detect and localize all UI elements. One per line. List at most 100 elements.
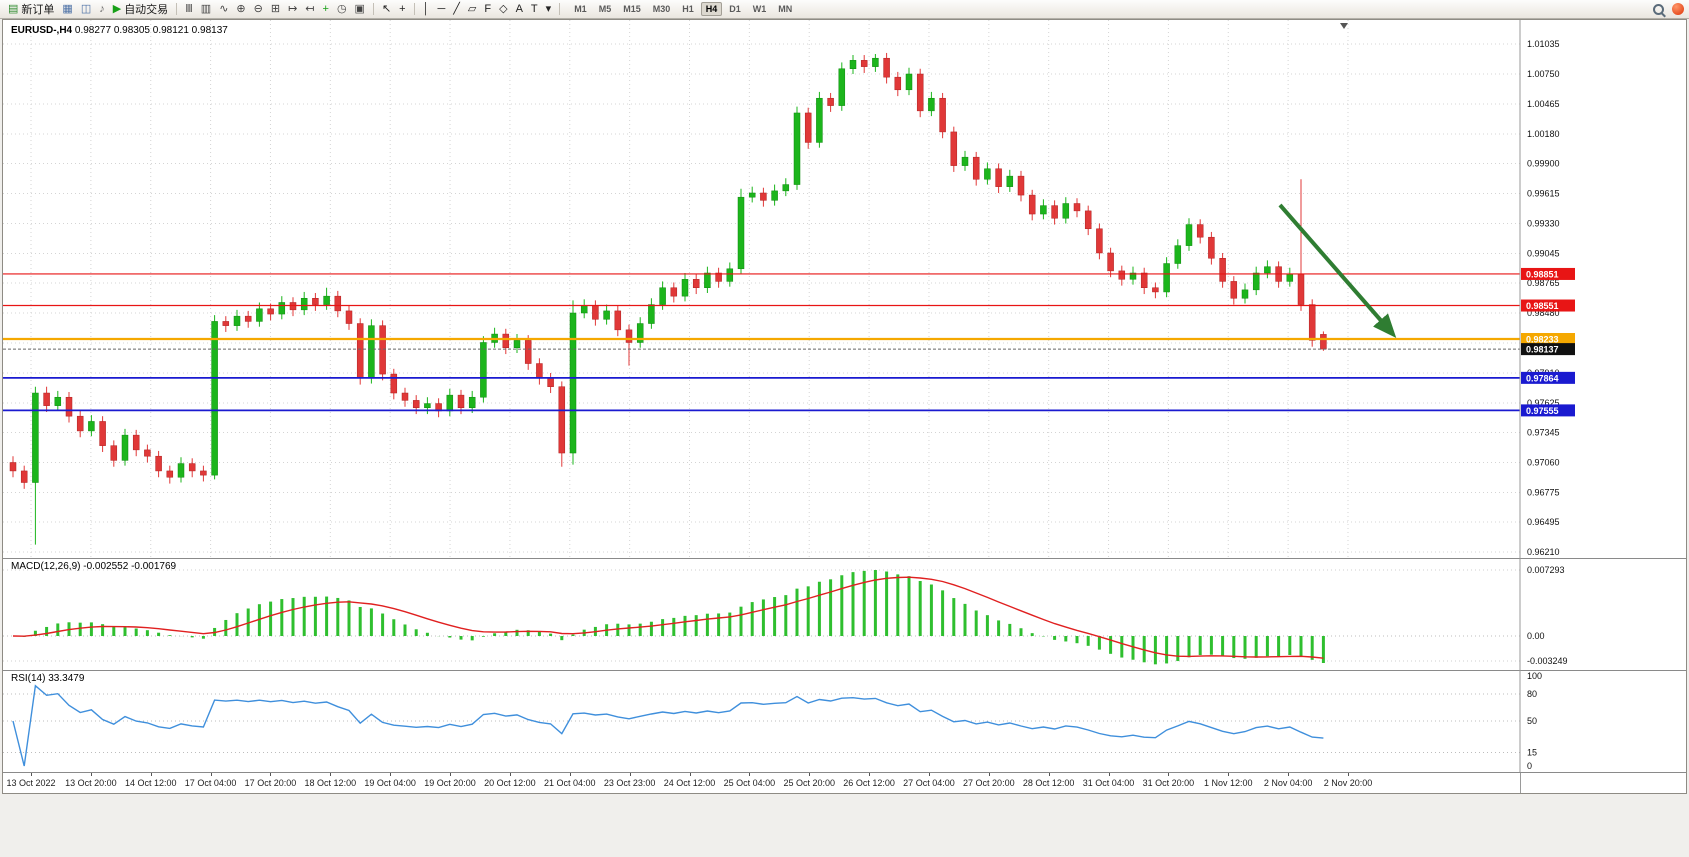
channel-button[interactable]: ▱ xyxy=(464,1,480,18)
timeframe-h1-button[interactable]: H1 xyxy=(682,4,694,14)
time-label: 21 Oct 04:00 xyxy=(543,778,596,788)
price-chart-canvas[interactable]: 1.01035 1.00750 1.00465 1.00180 0.99900 0.996… xyxy=(3,20,1686,558)
time-label: 17 Oct 04:00 xyxy=(184,778,237,788)
time-tick xyxy=(90,773,92,776)
candlestick-chart-icon: ▥ xyxy=(200,2,212,15)
timeframe-h4-button[interactable]: H4 xyxy=(700,2,723,16)
auto-trading-button[interactable]: ▶ 自动交易 xyxy=(109,1,172,18)
templates-button[interactable]: ▣ xyxy=(351,1,369,18)
macd-histogram xyxy=(22,570,1325,665)
arrows-button[interactable]: ▾ xyxy=(542,1,556,18)
market-watch-icon: ◫ xyxy=(80,2,92,15)
macd-axis-label: 0.007293 xyxy=(1527,565,1565,575)
vertical-line-button[interactable]: │ xyxy=(419,1,434,18)
search-icon[interactable] xyxy=(1653,3,1664,15)
auto-trading-icon: ▶ xyxy=(112,2,122,15)
price-axis-label: 0.99330 xyxy=(1527,219,1560,229)
drawn-arrow-annotation[interactable] xyxy=(1278,203,1397,339)
timeframe-mn-button[interactable]: MN xyxy=(778,4,793,14)
svg-text:0.98851: 0.98851 xyxy=(1526,269,1559,279)
timeframe-m30-button[interactable]: M30 xyxy=(652,4,671,14)
zoom-in-button[interactable]: ⊕ xyxy=(232,1,249,18)
time-label: 27 Oct 04:00 xyxy=(903,778,955,788)
label-button[interactable]: T xyxy=(527,1,542,18)
time-label: 18 Oct 12:00 xyxy=(304,778,357,788)
rsi-axis-label: 80 xyxy=(1527,689,1537,699)
price-tag xyxy=(1521,333,1575,346)
bar-chart-icon: Ⅲ xyxy=(185,2,193,15)
grid xyxy=(3,20,1520,558)
sound-icon: ♪ xyxy=(99,2,105,15)
time-tick xyxy=(1348,773,1349,776)
time-tick xyxy=(150,773,152,776)
auto-scroll-button[interactable]: ↦ xyxy=(284,1,301,18)
horizontal-lines[interactable]: 0.98851 0.98551 0.98233 0.97864 0.97555 xyxy=(3,267,1575,417)
time-tick xyxy=(689,773,691,776)
price-axis-label: 0.96210 xyxy=(1527,547,1560,557)
chart-shift-button[interactable]: ↤ xyxy=(301,1,318,18)
auto-scroll-icon: ↦ xyxy=(288,2,298,15)
bar-chart-button[interactable]: Ⅲ xyxy=(181,1,197,18)
text-button[interactable]: A xyxy=(512,1,527,18)
crosshair-icon: + xyxy=(399,2,406,15)
vertical-line-icon: │ xyxy=(422,2,430,15)
periods-button[interactable]: ◷ xyxy=(333,1,351,18)
status-indicator-icon[interactable] xyxy=(1672,3,1684,15)
timeframe-w1-button[interactable]: W1 xyxy=(752,4,767,14)
zoom-out-button[interactable]: ⊖ xyxy=(250,1,267,18)
chart-windows-button[interactable]: ▦ xyxy=(58,1,76,18)
timeframe-m15-button[interactable]: M15 xyxy=(623,4,641,14)
time-tick xyxy=(1048,773,1050,776)
svg-text:0.98551: 0.98551 xyxy=(1526,301,1559,311)
time-tick xyxy=(31,773,32,776)
shapes-icon: ◇ xyxy=(499,2,508,15)
cursor-icon: ↖ xyxy=(381,2,392,15)
time-label: 27 Oct 20:00 xyxy=(963,778,1015,788)
time-axis[interactable]: 13 Oct 2022 13 Oct 20:00 14 Oct 12:00 17 Oc… xyxy=(3,772,1686,793)
tile-windows-button[interactable]: ⊞ xyxy=(267,1,284,18)
arrows-icon: ▾ xyxy=(545,2,552,15)
price-axis-label: 0.98480 xyxy=(1527,308,1560,318)
toolbar-separator xyxy=(413,3,415,15)
macd-axis-label: 0.00 xyxy=(1527,631,1545,641)
price-axis-label: 0.96495 xyxy=(1527,517,1560,527)
fibonacci-icon: F xyxy=(484,2,492,15)
time-label: 17 Oct 20:00 xyxy=(244,778,297,788)
crosshair-button[interactable]: + xyxy=(395,1,409,18)
label-icon: T xyxy=(530,2,538,15)
trendline-icon: ╱ xyxy=(453,2,460,15)
time-tick xyxy=(1288,773,1290,776)
chart-shift-marker[interactable] xyxy=(1340,23,1348,29)
timeframe-d1-button[interactable]: D1 xyxy=(729,4,741,14)
chart-window: 1.01035 1.00750 1.00465 1.00180 0.99900 0.996… xyxy=(2,19,1687,794)
price-axis-label: 0.99045 xyxy=(1527,249,1560,259)
timeframe-m5-button[interactable]: M5 xyxy=(598,4,612,14)
time-label: 2 Nov 20:00 xyxy=(1323,778,1373,788)
shapes-button[interactable]: ◇ xyxy=(495,1,511,18)
line-chart-button[interactable]: ∿ xyxy=(215,1,232,18)
current-price-tag xyxy=(1521,343,1575,356)
cursor-button[interactable]: ↖ xyxy=(378,1,395,18)
text-icon: A xyxy=(515,2,523,15)
timeframe-m1-button[interactable]: M1 xyxy=(574,4,587,14)
sound-button[interactable]: ♪ xyxy=(95,1,109,18)
time-label: 2 Nov 04:00 xyxy=(1263,778,1313,788)
new-order-button[interactable]: ▤ 新订单 xyxy=(4,1,58,18)
candlestick-chart-button[interactable]: ▥ xyxy=(197,1,215,18)
horizontal-line-button[interactable]: ─ xyxy=(433,1,449,18)
rsi-axis-label: 100 xyxy=(1527,671,1542,681)
macd-panel-canvas[interactable]: 0.007293 0.00 -0.003249 xyxy=(3,558,1686,670)
rsi-panel-canvas[interactable]: 100 80 50 15 0 xyxy=(3,670,1686,772)
trendline-button[interactable]: ╱ xyxy=(449,1,464,18)
indicators-button[interactable]: + xyxy=(319,1,333,18)
time-label: 13 Oct 2022 xyxy=(6,778,56,788)
fibonacci-button[interactable]: F xyxy=(480,1,495,18)
price-axis-label: 0.97625 xyxy=(1527,398,1560,408)
market-watch-button[interactable]: ◫ xyxy=(77,1,95,18)
time-tick xyxy=(569,773,571,776)
zoom-out-icon: ⊖ xyxy=(253,2,263,15)
toolbar-separator xyxy=(372,3,374,15)
time-tick xyxy=(1108,773,1110,776)
time-tick xyxy=(988,773,990,776)
time-tick xyxy=(330,773,332,776)
